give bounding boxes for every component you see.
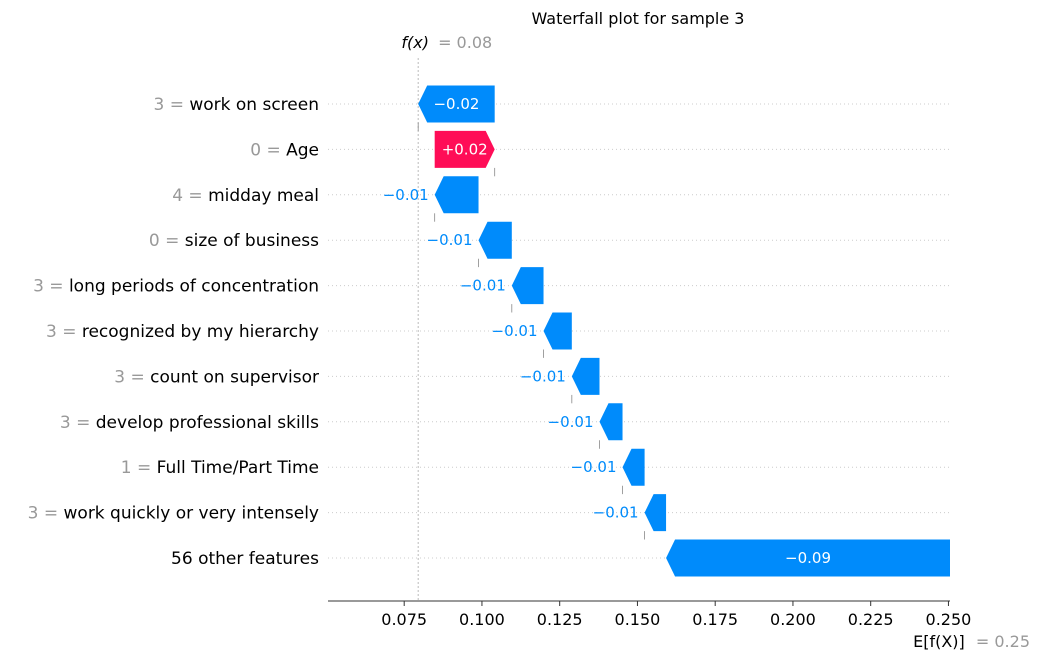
negative-bar: [644, 494, 667, 532]
feature-row: 3 = count on supervisor −0.01: [114, 357, 950, 404]
bar-value-label: −0.01: [548, 413, 594, 431]
bar-value-label: −0.01: [460, 277, 506, 295]
feature-name: long periods of concentration: [69, 277, 319, 297]
feature-value: 3 =: [114, 367, 150, 387]
bar-value-label: −0.01: [571, 458, 617, 476]
efx-label-text: E[f(X)]: [913, 632, 965, 651]
bar-value-label: −0.09: [785, 549, 831, 567]
x-tick-label: 0.100: [459, 610, 505, 629]
feature-name: work on screen: [189, 95, 319, 115]
feature-name: count on supervisor: [150, 367, 319, 387]
feature-label: 3 = recognized by my hierarchy: [46, 322, 319, 342]
negative-bar: [434, 176, 479, 214]
feature-rows: 3 = work on screen −0.02 0 = Age +0.02 4 = m…: [28, 85, 950, 577]
bar-value-label: +0.02: [442, 140, 488, 158]
x-tick-label: 0.200: [770, 610, 816, 629]
feature-label: 56 other features: [171, 549, 319, 569]
feature-row: 0 = Age +0.02: [250, 130, 950, 177]
feature-value: 3 =: [60, 413, 96, 433]
x-tick-label: 0.150: [615, 610, 661, 629]
feature-label: 0 = Age: [250, 140, 319, 160]
fx-label: f(x) = 0.08: [401, 33, 492, 52]
negative-bar: [511, 267, 544, 305]
bar-value-label: −0.01: [520, 367, 566, 385]
x-tick-label: 0.175: [692, 610, 738, 629]
feature-label: 1 = Full Time/Part Time: [121, 458, 319, 478]
feature-name: Full Time/Part Time: [157, 458, 319, 478]
feature-value: 4 =: [172, 186, 208, 206]
feature-label: 3 = count on supervisor: [114, 367, 319, 387]
efx-label: E[f(X)] = 0.25: [913, 632, 1030, 651]
feature-row: 1 = Full Time/Part Time −0.01: [121, 448, 950, 495]
feature-name: recognized by my hierarchy: [82, 322, 319, 342]
feature-row: 3 = long periods of concentration −0.01: [33, 267, 950, 313]
x-tick-label: 0.075: [381, 610, 427, 629]
feature-name: midday meal: [208, 186, 319, 206]
fx-label-text: f(x): [401, 33, 429, 52]
efx-value-text: = 0.25: [976, 632, 1030, 651]
feature-name: work quickly or very intensely: [64, 504, 319, 524]
positive-bar: [434, 130, 495, 168]
feature-row: 3 = work quickly or very intensely −0.01: [28, 494, 950, 540]
bar-value-label: −0.01: [593, 504, 639, 522]
fx-value-text: = 0.08: [438, 33, 492, 52]
negative-bar: [571, 357, 600, 395]
feature-value: 0 =: [250, 140, 286, 160]
feature-row: 0 = size of business −0.01: [149, 221, 950, 268]
chart-title: Waterfall plot for sample 3: [532, 9, 745, 28]
x-tick-label: 0.225: [848, 610, 894, 629]
feature-row: 3 = work on screen −0.02: [153, 85, 950, 131]
negative-bar: [418, 85, 495, 123]
bar-value-label: −0.02: [433, 95, 479, 113]
feature-label: 3 = develop professional skills: [60, 413, 319, 433]
negative-bar: [599, 403, 623, 441]
feature-name: 56 other features: [171, 549, 319, 569]
bar-value-label: −0.01: [427, 231, 473, 249]
feature-value: 3 =: [153, 95, 189, 115]
x-axis-ticks: 0.075 0.100 0.125 0.150 0.175 0.200 0.225 0.250: [381, 601, 971, 629]
feature-name: Age: [286, 140, 319, 160]
feature-label: 3 = work on screen: [153, 95, 319, 115]
feature-value: 0 =: [149, 231, 185, 251]
feature-label: 3 = long periods of concentration: [33, 277, 319, 297]
negative-bar: [666, 539, 950, 577]
feature-row: 3 = recognized by my hierarchy −0.01: [46, 312, 950, 358]
feature-value: 3 =: [33, 277, 69, 297]
x-tick-label: 0.125: [537, 610, 583, 629]
feature-row: 56 other features −0.09: [171, 539, 950, 577]
feature-value: 3 =: [28, 504, 64, 524]
feature-row: 4 = midday meal −0.01: [172, 176, 950, 222]
feature-label: 3 = work quickly or very intensely: [28, 504, 319, 524]
feature-name: size of business: [185, 231, 319, 251]
x-tick-label: 0.250: [926, 610, 972, 629]
feature-value: 1 =: [121, 458, 157, 478]
negative-bar: [478, 221, 512, 259]
negative-bar: [622, 448, 645, 486]
bar-value-label: −0.01: [492, 322, 538, 340]
feature-name: develop professional skills: [96, 413, 319, 433]
feature-label: 0 = size of business: [149, 231, 319, 251]
feature-row: 3 = develop professional skills −0.01: [60, 403, 950, 449]
bar-value-label: −0.01: [383, 186, 429, 204]
negative-bar: [543, 312, 572, 350]
feature-value: 3 =: [46, 322, 82, 342]
feature-label: 4 = midday meal: [172, 186, 319, 206]
